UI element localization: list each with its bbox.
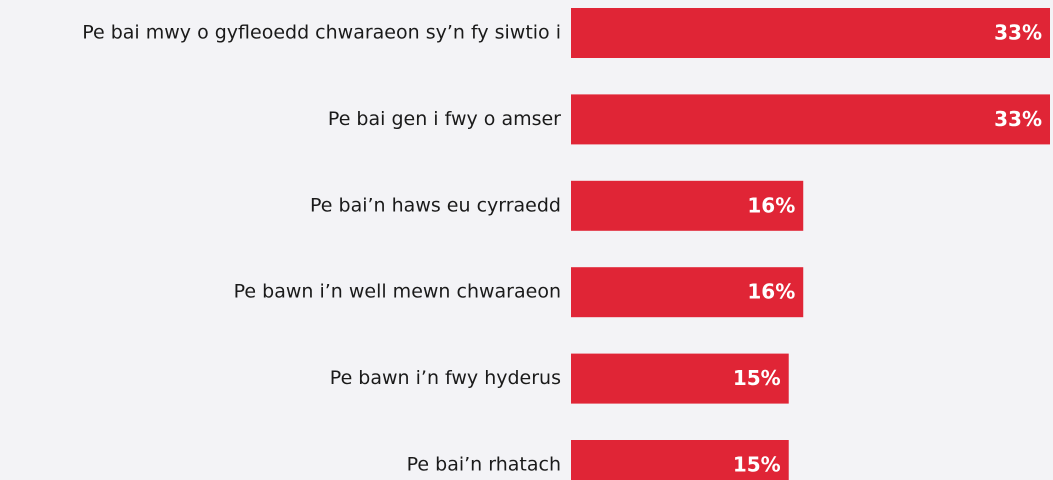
category-label: Pe bai gen i fwy o amser bbox=[328, 108, 561, 130]
value-label: 33% bbox=[994, 21, 1042, 45]
value-label: 15% bbox=[733, 453, 781, 477]
bar bbox=[571, 440, 789, 480]
bar bbox=[571, 180, 804, 231]
category-label: Pe bai’n haws eu cyrraedd bbox=[310, 194, 561, 216]
value-label: 16% bbox=[747, 280, 795, 304]
bar bbox=[571, 353, 789, 404]
value-label: 15% bbox=[733, 366, 781, 390]
value-label: 33% bbox=[994, 107, 1042, 131]
category-label: Pe bawn i’n fwy hyderus bbox=[330, 367, 561, 389]
category-label: Pe bai mwy o gyfleoedd chwaraeon sy’n fy… bbox=[82, 22, 561, 44]
category-label: Pe bai’n rhatach bbox=[407, 454, 561, 476]
bar bbox=[571, 8, 1050, 58]
bar bbox=[571, 267, 804, 318]
bar bbox=[571, 94, 1050, 145]
value-label: 16% bbox=[747, 193, 795, 217]
category-label: Pe bawn i’n well mewn chwaraeon bbox=[234, 281, 561, 303]
